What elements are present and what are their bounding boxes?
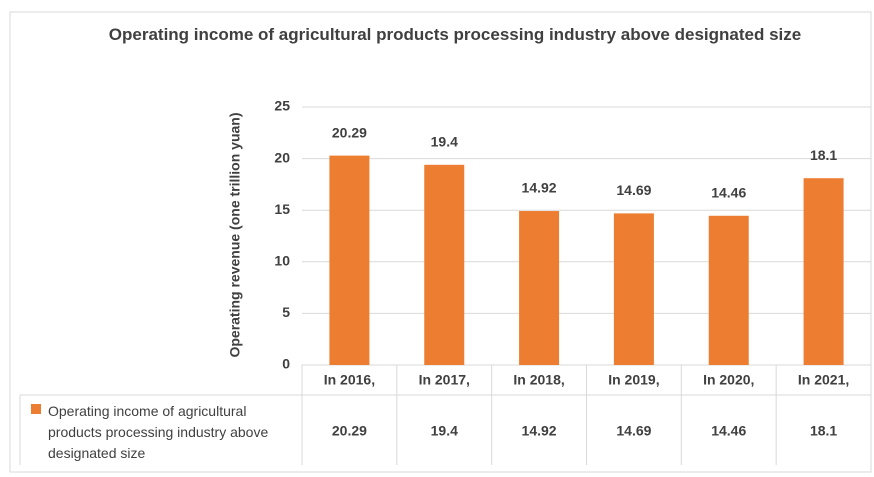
data-label: 19.4 [431, 133, 458, 149]
data-label: 14.46 [711, 184, 746, 200]
table-value: 18.1 [810, 423, 837, 439]
table-value: 14.92 [522, 423, 557, 439]
y-tick-label: 20 [274, 149, 290, 165]
legend-label: Operating income of agricultural product… [48, 403, 269, 461]
y-axis-label: Operating revenue (one trillion yuan) [227, 112, 243, 357]
y-tick-label: 15 [274, 201, 290, 217]
data-label: 14.92 [522, 180, 557, 196]
table-value: 14.69 [616, 423, 651, 439]
data-label: 20.29 [332, 124, 367, 140]
x-tick-label: In 2017, [419, 372, 470, 388]
data-label: 18.1 [810, 147, 837, 163]
table-value: 14.46 [711, 423, 746, 439]
x-tick-label: In 2021, [798, 372, 849, 388]
x-tick-label: In 2016, [324, 372, 375, 388]
legend-swatch [31, 404, 41, 414]
chart-frame [9, 11, 872, 473]
chart-title: Operating income of agricultural product… [108, 25, 802, 44]
bar [803, 178, 844, 365]
data-label: 14.69 [616, 182, 651, 198]
x-tick-label: In 2018, [513, 372, 564, 388]
table-value: 19.4 [431, 423, 458, 439]
y-tick-label: 25 [274, 98, 290, 114]
bar [708, 215, 749, 365]
bar [519, 211, 560, 365]
x-tick-label: In 2020, [703, 372, 754, 388]
x-tick-label: In 2019, [608, 372, 659, 388]
bar [613, 213, 654, 365]
y-tick-label: 5 [282, 304, 290, 320]
y-tick-label: 10 [274, 253, 290, 269]
table-value: 20.29 [332, 423, 367, 439]
bar [329, 155, 370, 365]
y-tick-label: 0 [282, 356, 290, 372]
bar [424, 164, 465, 365]
